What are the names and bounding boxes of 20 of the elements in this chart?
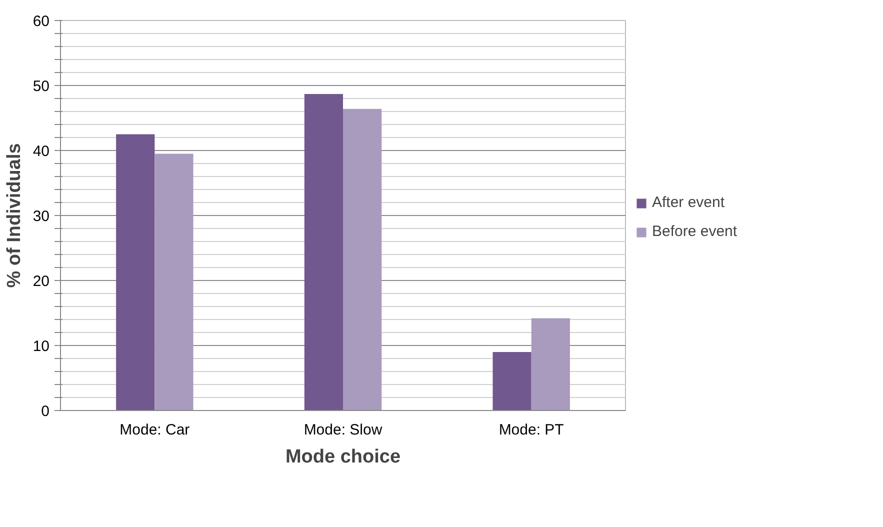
legend-label: Before event bbox=[652, 223, 738, 240]
bar bbox=[531, 318, 570, 410]
y-tick-label: 10 bbox=[32, 338, 50, 355]
y-tick-label: 0 bbox=[41, 403, 50, 420]
x-tick-label: Mode: Car bbox=[120, 422, 190, 438]
y-tick-label: 30 bbox=[32, 208, 50, 225]
bar bbox=[304, 94, 343, 410]
bar bbox=[116, 134, 155, 410]
bar bbox=[343, 108, 382, 410]
bar bbox=[492, 352, 532, 410]
x-axis-title: Mode choice bbox=[285, 446, 401, 468]
y-tick-label: 50 bbox=[32, 78, 50, 95]
y-tick-label: 20 bbox=[32, 273, 50, 290]
x-tick-label: Mode: Slow bbox=[304, 422, 382, 438]
legend-label: After event bbox=[652, 194, 725, 211]
bar bbox=[154, 154, 194, 410]
y-axis-title: % of Individuals bbox=[4, 143, 25, 288]
y-tick-label: 40 bbox=[32, 143, 50, 160]
y-tick-label: 60 bbox=[32, 13, 50, 30]
x-tick-label: Mode: PT bbox=[498, 422, 564, 438]
